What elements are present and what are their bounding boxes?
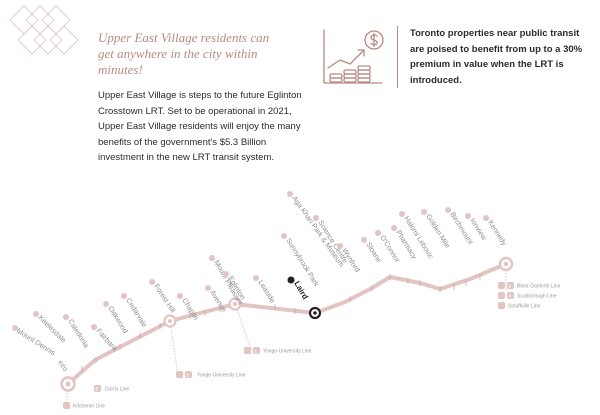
connection-label-stouffville: Stouffville Line [508,304,541,310]
interchange-kennedy [498,256,514,272]
station-laird-marker [308,306,322,320]
diamond-pattern-decoration [9,5,79,55]
station-dots [12,191,489,331]
station-label-cedarvale: Cedarvale [124,296,149,329]
svg-text:5: 5 [96,387,99,392]
connection-label-kitchener: Kitchener Line [73,404,105,410]
station-label-caledonia: Caledonia [66,317,91,349]
callout-text: Toronto properties near public transit a… [410,28,583,86]
station-label-forest-hill: Forest Hill [152,282,177,314]
connection-scarborough: 3 Scarborough Line [498,292,557,300]
headline: Upper East Village residents can get any… [98,30,270,77]
lrt-line [66,262,508,386]
connection-kitchener: Kitchener Line [63,402,105,410]
connection-label-bloor-danforth: Bloor-Danforth Line [517,284,561,290]
connection-bloor-danforth: 2 Bloor-Danforth Line [498,282,561,290]
connector-cedarvale [169,320,179,377]
station-label-oakwood: Oakwood [106,304,130,335]
connector-eglinton [234,303,253,353]
connection-stouffville: Stouffville Line [498,302,541,310]
connection-yonge-university-cedarvale: 1 Yonge-University Line [176,371,246,379]
interchange-cedarvale [163,314,177,328]
interchange-mount-dennis [60,376,76,392]
svg-text:1: 1 [255,349,258,354]
connection-label-scarborough: Scarborough Line [517,294,557,300]
connection-dorris: 5 Dorris Line [94,385,129,393]
station-label-leaside: Leaside [256,278,277,304]
callout-divider [397,26,398,88]
svg-text:2: 2 [509,284,512,289]
station-label-sloane: Sloane [364,240,383,264]
connection-label-dorris: Dorris Line [105,387,129,393]
interchange-eglinton [228,297,242,311]
station-label-laird: Laird [292,280,310,302]
svg-text:3: 3 [509,294,512,299]
station-laird-badge [287,276,295,284]
station-label-ezo: ezo [56,358,70,373]
station-label-birchmount: Birchmount [448,210,475,246]
connection-yonge-university-eglinton: 1 Yonge-University Line [244,347,312,355]
intro-paragraph: Upper East Village is steps to the futur… [98,90,302,163]
connection-label-yonge-university-1: Yonge-University Line [263,349,312,355]
connection-label-yonge-university-2: Yonge-University Line [197,373,246,379]
station-label-fairbank: Fairbank [95,326,121,353]
growth-chart-dollar-icon [323,29,384,84]
station-label-kennedy: Kennedy [486,218,509,247]
svg-text:1: 1 [187,373,190,378]
